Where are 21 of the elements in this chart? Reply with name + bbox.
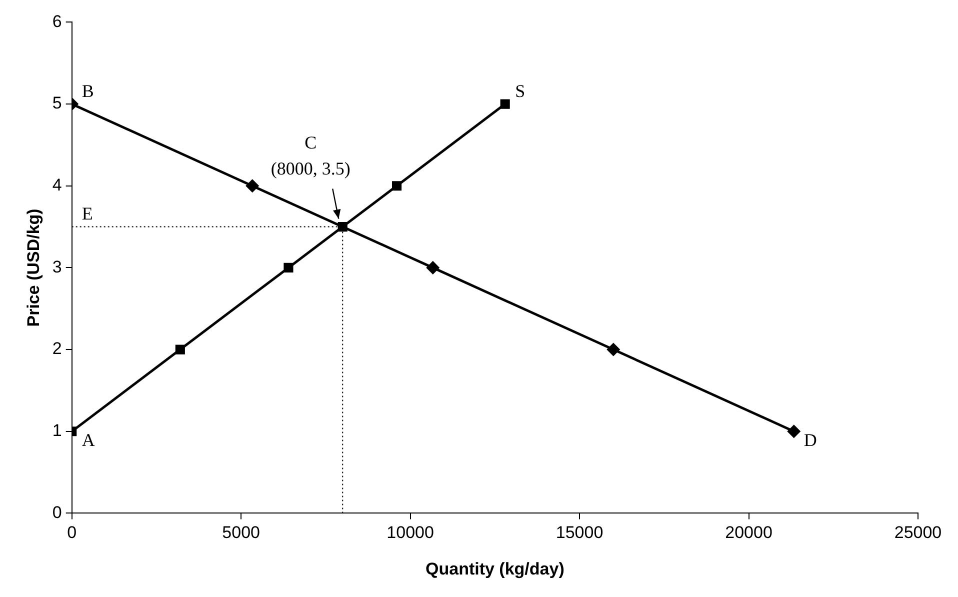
y-axis-title: Price (USD/kg) bbox=[24, 208, 43, 327]
x-axis-title: Quantity (kg/day) bbox=[426, 559, 564, 578]
x-tick-label: 0 bbox=[67, 523, 77, 542]
y-tick-label: 4 bbox=[52, 176, 62, 195]
x-tick-label: 5000 bbox=[222, 523, 260, 542]
x-tick-label: 10000 bbox=[386, 523, 434, 542]
annotation: D bbox=[804, 430, 817, 450]
annotation: A bbox=[82, 430, 95, 450]
x-tick-label: 25000 bbox=[894, 523, 942, 542]
annotation: C (8000, 3.5) bbox=[270, 132, 350, 179]
y-tick-label: 1 bbox=[52, 421, 62, 440]
x-tick-label: 20000 bbox=[725, 523, 772, 542]
y-tick-label: 5 bbox=[52, 94, 62, 113]
y-tick-label: 0 bbox=[52, 502, 62, 522]
y-tick-label: 3 bbox=[52, 257, 62, 276]
annotation: E bbox=[82, 204, 93, 224]
y-tick-label: 2 bbox=[52, 339, 62, 358]
annotation: S bbox=[515, 80, 526, 101]
y-tick-label: 6 bbox=[52, 12, 62, 31]
x-tick-label: 15000 bbox=[556, 523, 604, 542]
annotation: B bbox=[82, 80, 94, 101]
